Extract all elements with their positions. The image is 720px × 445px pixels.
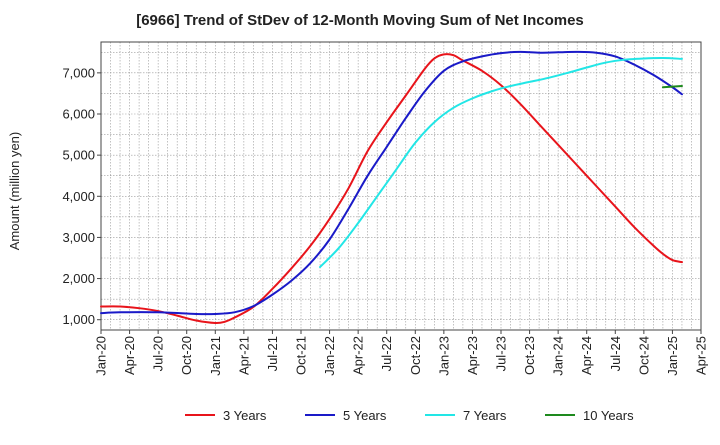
y-tick-label: 3,000 xyxy=(62,230,95,245)
x-tick-label: Apr-24 xyxy=(579,336,594,375)
series-line-3-years xyxy=(100,53,683,325)
x-tick-label: Jul-23 xyxy=(494,336,509,371)
legend-label-3-years: 3 Years xyxy=(223,408,267,423)
y-tick-label: 5,000 xyxy=(62,148,95,163)
legend-label-5-years: 5 Years xyxy=(343,408,387,423)
x-tick-label: Jan-22 xyxy=(322,336,337,376)
x-tick-label: Oct-23 xyxy=(522,336,537,375)
y-tick-label: 2,000 xyxy=(62,271,95,286)
x-tick-label: Jul-21 xyxy=(265,336,280,371)
y-tick-label: 1,000 xyxy=(62,312,95,327)
legend-label-7-years: 7 Years xyxy=(463,408,507,423)
x-tick-label: Jul-20 xyxy=(151,336,166,371)
series-line-10-years xyxy=(661,85,683,89)
x-tick-label: Jul-22 xyxy=(379,336,394,371)
x-tick-label: Apr-20 xyxy=(122,336,137,375)
x-tick-label: Jul-24 xyxy=(608,336,623,371)
y-tick-label: 6,000 xyxy=(62,107,95,122)
y-tick-label: 7,000 xyxy=(62,65,95,80)
plot-frame xyxy=(100,41,702,331)
x-tick-label: Apr-22 xyxy=(351,336,366,375)
x-tick-label: Jan-24 xyxy=(551,336,566,376)
x-tick-label: Jan-20 xyxy=(94,336,109,376)
x-tick-label: Oct-24 xyxy=(636,336,651,375)
y-tick-label: 4,000 xyxy=(62,189,95,204)
series-line-7-years xyxy=(319,57,683,269)
legend: 3 Years 5 Years 7 Years 10 Years xyxy=(185,408,634,423)
series-line-5-years xyxy=(100,50,683,316)
legend-label-10-years: 10 Years xyxy=(583,408,634,423)
y-axis-label: Amount (million yen) xyxy=(7,132,22,251)
grid xyxy=(100,42,702,330)
series xyxy=(100,50,683,325)
x-tick-label: Oct-21 xyxy=(294,336,309,375)
x-tick-label: Apr-25 xyxy=(694,336,709,375)
x-tick-label: Oct-20 xyxy=(179,336,194,375)
chart-title: [6966] Trend of StDev of 12-Month Moving… xyxy=(136,12,584,29)
x-tick-label: Jan-25 xyxy=(665,336,680,376)
x-tick-label: Oct-22 xyxy=(408,336,423,375)
x-tick-label: Apr-21 xyxy=(236,336,251,375)
axes: 1,000 2,000 3,000 4,000 5,000 6,000 7,000 Jan-2… xyxy=(62,41,709,376)
x-tick-label: Jan-21 xyxy=(208,336,223,376)
x-tick-label: Apr-23 xyxy=(465,336,480,375)
x-tick-label: Jan-23 xyxy=(436,336,451,376)
